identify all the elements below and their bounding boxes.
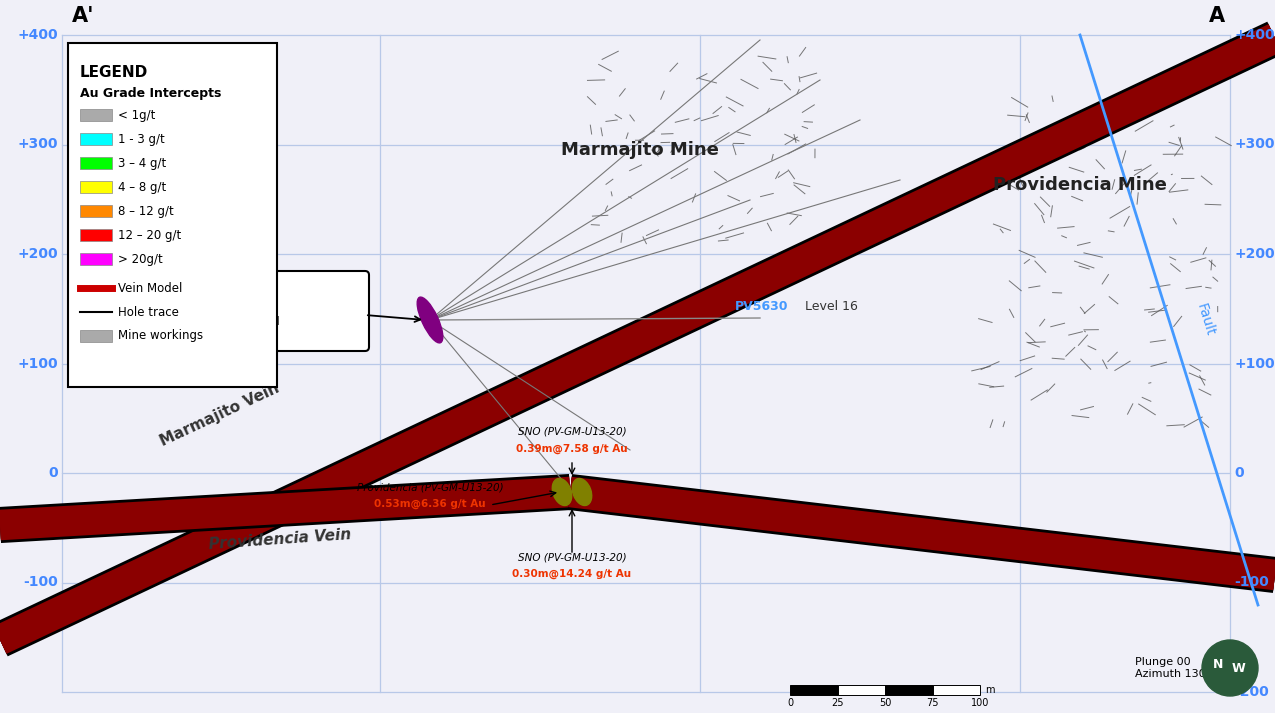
Bar	[790, 685, 838, 695]
Text: +300: +300	[18, 138, 57, 151]
Text: 0.30m@14.24 g/t Au: 0.30m@14.24 g/t Au	[513, 569, 631, 579]
Text: -200: -200	[1234, 685, 1269, 699]
Text: +400: +400	[1234, 28, 1275, 42]
Text: 50: 50	[878, 698, 891, 708]
Text: 0: 0	[787, 698, 793, 708]
Bar	[80, 181, 112, 193]
Text: +100: +100	[18, 356, 57, 371]
Text: PV5630: PV5630	[734, 300, 788, 313]
Text: 3 – 4 g/t: 3 – 4 g/t	[119, 156, 166, 170]
Text: 8 – 12 g/t: 8 – 12 g/t	[119, 205, 173, 217]
Circle shape	[1202, 640, 1258, 696]
Text: Plunge 00
Azimuth 130: Plunge 00 Azimuth 130	[1135, 657, 1206, 679]
Text: 25: 25	[831, 698, 844, 708]
Text: -100: -100	[23, 575, 57, 590]
Text: SNO (PV-GM-U13-20): SNO (PV-GM-U13-20)	[518, 427, 626, 437]
Text: +400: +400	[18, 28, 57, 42]
Text: W: W	[1232, 662, 1244, 674]
Text: 0.53m@6.36 g/t Au: 0.53m@6.36 g/t Au	[374, 499, 486, 509]
Bar	[80, 109, 112, 121]
Text: Mine workings: Mine workings	[119, 329, 203, 342]
Text: Providencia Vein: Providencia Vein	[208, 528, 352, 553]
Text: 75: 75	[926, 698, 938, 708]
Ellipse shape	[552, 478, 571, 506]
Text: Fault: Fault	[1193, 302, 1216, 338]
Text: > 20g/t: > 20g/t	[119, 252, 163, 265]
Text: +200: +200	[1234, 247, 1275, 261]
Bar	[80, 330, 112, 342]
Bar	[80, 253, 112, 265]
Text: +100: +100	[1234, 356, 1275, 371]
Text: A': A'	[71, 6, 94, 26]
Text: Marmajito Vein: Marmajito Vein	[158, 381, 282, 449]
Text: +200: +200	[18, 247, 57, 261]
Text: LEGEND: LEGEND	[80, 65, 148, 80]
Text: Providencia Mine: Providencia Mine	[993, 176, 1167, 194]
FancyBboxPatch shape	[68, 43, 277, 387]
Text: 0: 0	[1234, 466, 1243, 480]
Text: < 1g/t: < 1g/t	[119, 108, 156, 121]
Text: MAR-EU-003: MAR-EU-003	[85, 285, 191, 300]
Text: +300: +300	[1234, 138, 1275, 151]
Text: N: N	[1213, 657, 1223, 670]
Text: 100: 100	[970, 698, 989, 708]
Text: Au Grade Intercepts: Au Grade Intercepts	[80, 87, 222, 100]
Text: 0: 0	[48, 466, 57, 480]
Text: 12 – 20 g/t: 12 – 20 g/t	[119, 228, 181, 242]
Text: A: A	[1209, 6, 1225, 26]
Text: 0.93m @ 123.65 g/t Au: 0.93m @ 123.65 g/t Au	[85, 313, 280, 328]
Text: -100: -100	[1234, 575, 1269, 590]
Text: Marmajito Mine: Marmajito Mine	[561, 141, 719, 159]
Text: Providencia (PV-GM-U13-20): Providencia (PV-GM-U13-20)	[357, 482, 504, 492]
FancyBboxPatch shape	[71, 271, 368, 351]
Text: 4 – 8 g/t: 4 – 8 g/t	[119, 180, 166, 193]
Text: 0.39m@7.58 g/t Au: 0.39m@7.58 g/t Au	[516, 444, 627, 454]
Bar	[885, 685, 932, 695]
Bar	[80, 157, 112, 169]
Text: Level 16: Level 16	[805, 300, 858, 313]
Bar	[838, 685, 885, 695]
Text: 1 - 3 g/t: 1 - 3 g/t	[119, 133, 164, 145]
Text: m: m	[986, 685, 994, 695]
Bar	[932, 685, 980, 695]
Text: Vein Model: Vein Model	[119, 282, 182, 294]
Ellipse shape	[572, 478, 592, 506]
Text: Hole trace: Hole trace	[119, 305, 179, 319]
Bar	[80, 229, 112, 241]
Ellipse shape	[417, 297, 442, 343]
Bar	[80, 205, 112, 217]
Bar	[80, 133, 112, 145]
Text: SNO (PV-GM-U13-20): SNO (PV-GM-U13-20)	[518, 552, 626, 562]
